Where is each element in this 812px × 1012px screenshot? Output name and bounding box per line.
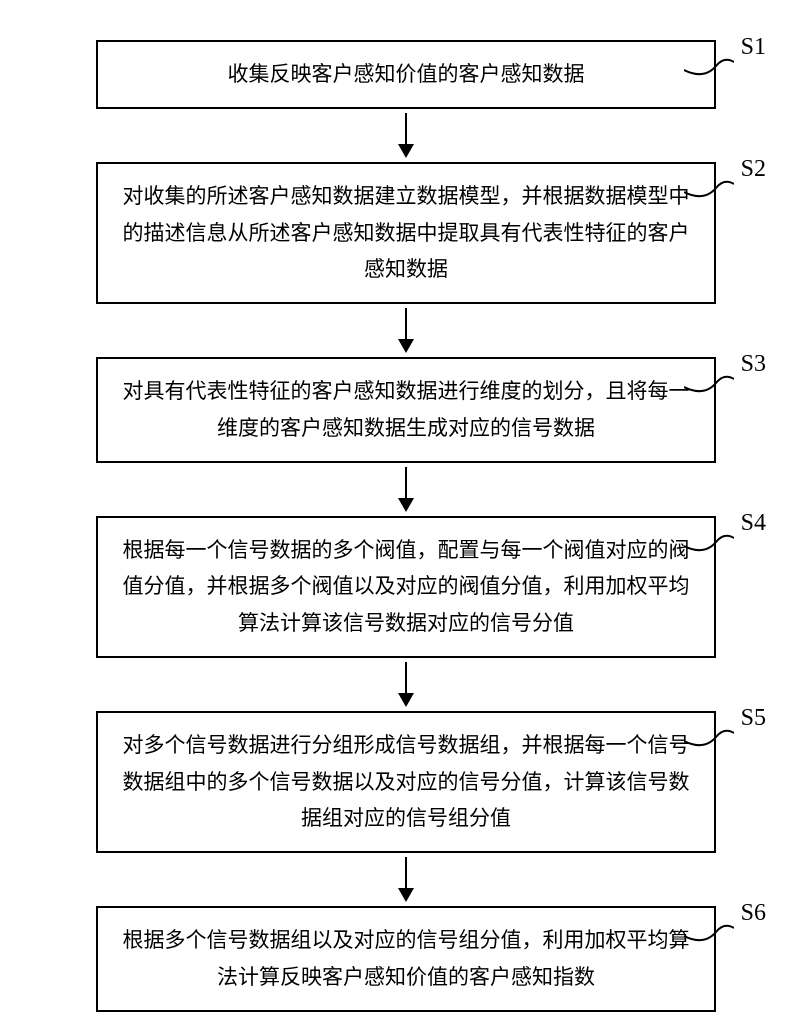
step-label: S5 <box>741 705 766 732</box>
step-text: 收集反映客户感知价值的客户感知数据 <box>228 56 585 93</box>
step-label: S1 <box>741 34 766 61</box>
connector-icon <box>684 918 734 958</box>
arrow-down-icon <box>398 857 414 902</box>
step-box: 对多个信号数据进行分组形成信号数据组，并根据每一个信号数据组中的多个信号数据以及… <box>96 711 716 853</box>
step-box: 根据每一个信号数据的多个阀值，配置与每一个阀值对应的阀值分值，并根据多个阀值以及… <box>96 516 716 658</box>
step-box: 根据多个信号数据组以及对应的信号组分值，利用加权平均算法计算反映客户感知价值的客… <box>96 906 716 1012</box>
step-label: S4 <box>741 510 766 537</box>
step-label: S2 <box>741 156 766 183</box>
step-label: S3 <box>741 351 766 378</box>
step-text: 根据多个信号数据组以及对应的信号组分值，利用加权平均算法计算反映客户感知价值的客… <box>120 922 692 996</box>
step-row-s6: 根据多个信号数据组以及对应的信号组分值，利用加权平均算法计算反映客户感知价值的客… <box>50 906 762 1012</box>
connector-icon <box>684 528 734 568</box>
step-text: 对多个信号数据进行分组形成信号数据组，并根据每一个信号数据组中的多个信号数据以及… <box>120 727 692 837</box>
step-text: 根据每一个信号数据的多个阀值，配置与每一个阀值对应的阀值分值，并根据多个阀值以及… <box>120 532 692 642</box>
step-row-s4: 根据每一个信号数据的多个阀值，配置与每一个阀值对应的阀值分值，并根据多个阀值以及… <box>50 516 762 658</box>
step-row-s5: 对多个信号数据进行分组形成信号数据组，并根据每一个信号数据组中的多个信号数据以及… <box>50 711 762 853</box>
arrow-down-icon <box>398 113 414 158</box>
connector-icon <box>684 52 734 92</box>
step-box: 收集反映客户感知价值的客户感知数据 <box>96 40 716 109</box>
step-box: 对收集的所述客户感知数据建立数据模型，并根据数据模型中的描述信息从所述客户感知数… <box>96 162 716 304</box>
step-row-s1: 收集反映客户感知价值的客户感知数据 S1 <box>50 40 762 109</box>
step-text: 对收集的所述客户感知数据建立数据模型，并根据数据模型中的描述信息从所述客户感知数… <box>120 178 692 288</box>
step-row-s2: 对收集的所述客户感知数据建立数据模型，并根据数据模型中的描述信息从所述客户感知数… <box>50 162 762 304</box>
connector-icon <box>684 174 734 214</box>
arrow-down-icon <box>398 467 414 512</box>
arrow-down-icon <box>398 308 414 353</box>
step-text: 对具有代表性特征的客户感知数据进行维度的划分，且将每一维度的客户感知数据生成对应… <box>120 373 692 447</box>
step-box: 对具有代表性特征的客户感知数据进行维度的划分，且将每一维度的客户感知数据生成对应… <box>96 357 716 463</box>
step-label: S6 <box>741 900 766 927</box>
arrow-down-icon <box>398 662 414 707</box>
step-row-s3: 对具有代表性特征的客户感知数据进行维度的划分，且将每一维度的客户感知数据生成对应… <box>50 357 762 463</box>
connector-icon <box>684 723 734 763</box>
flowchart-container: 收集反映客户感知价值的客户感知数据 S1 对收集的所述客户感知数据建立数据模型，… <box>50 40 762 1012</box>
connector-icon <box>684 369 734 409</box>
